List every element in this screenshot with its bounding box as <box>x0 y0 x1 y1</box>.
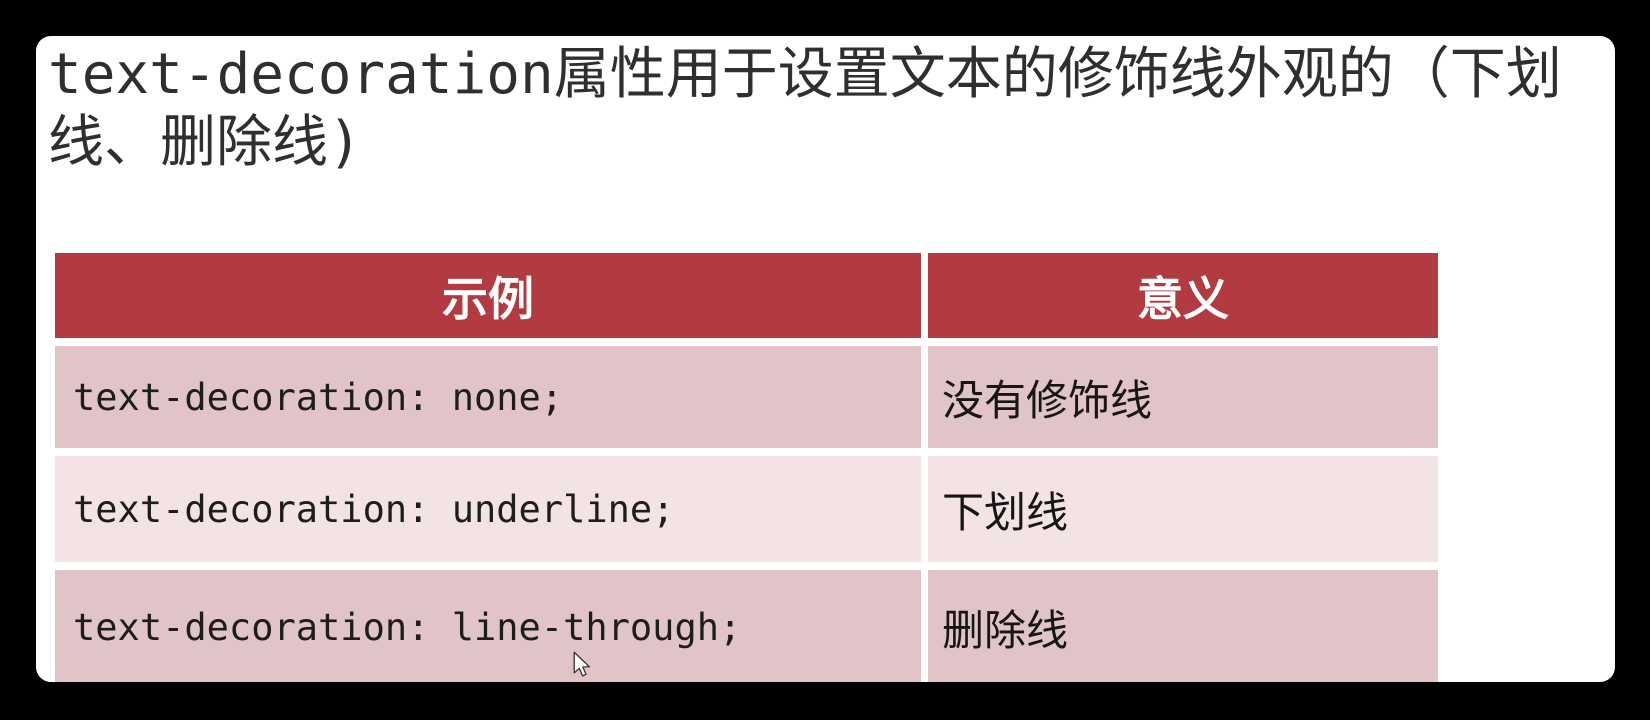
table-header-example: 示例 <box>55 253 921 338</box>
table-header-meaning: 意义 <box>928 253 1438 338</box>
table-cell-meaning-none: 没有修饰线 <box>928 346 1438 448</box>
text-decoration-table: 示例 意义 text-decoration: none; 没有修饰线 text-… <box>55 253 1438 682</box>
table-cell-meaning-underline: 下划线 <box>928 456 1438 562</box>
page-title: text-decoration属性用于设置文本的修饰线外观的（下划 线、删除线) <box>48 41 1604 177</box>
table-cell-example-underline: text-decoration: underline; <box>55 456 921 562</box>
slide-panel: text-decoration属性用于设置文本的修饰线外观的（下划 线、删除线)… <box>36 36 1615 682</box>
table-cell-meaning-line-through: 删除线 <box>928 570 1438 682</box>
title-line-1: text-decoration属性用于设置文本的修饰线外观的（下划 <box>48 42 1562 107</box>
table-cell-example-line-through: text-decoration: line-through; <box>55 570 921 682</box>
title-line-2: 线、删除线) <box>48 110 362 175</box>
table-cell-example-none: text-decoration: none; <box>55 346 921 448</box>
